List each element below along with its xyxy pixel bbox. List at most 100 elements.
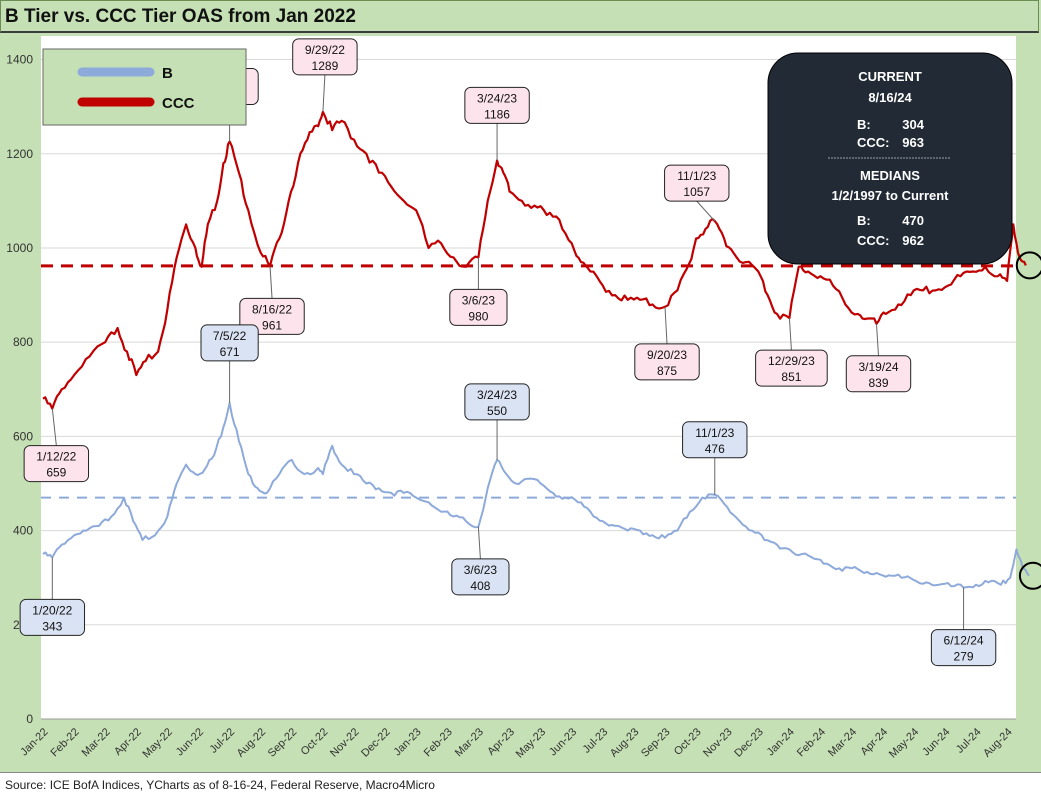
callout-value: 343 bbox=[42, 619, 62, 633]
info-ccc-median-label: CCC: bbox=[857, 233, 890, 248]
legend-box bbox=[42, 48, 247, 126]
info-box: CURRENT 8/16/24 B: 304 CCC: 963 MEDIANS 1/2/199… bbox=[767, 52, 1013, 265]
legend-label-b: B bbox=[162, 65, 173, 82]
x-tick-label: Jul-24 bbox=[954, 726, 984, 756]
x-tick-label: Jun-23 bbox=[547, 726, 579, 758]
callout-date: 11/1/23 bbox=[695, 426, 734, 440]
series-line-b bbox=[42, 401, 1030, 589]
callout-leader bbox=[788, 318, 792, 351]
source-bar: Source: ICE BofA Indices, YCharts as of … bbox=[0, 772, 1041, 801]
callout-value: 851 bbox=[781, 370, 801, 384]
x-tick-label: Jan-22 bbox=[18, 726, 50, 758]
x-tick-label: Nov-22 bbox=[328, 726, 362, 760]
callout-date: 9/29/22 bbox=[305, 43, 345, 57]
y-tick-label: 600 bbox=[13, 429, 33, 443]
callout-box bbox=[930, 629, 997, 667]
info-ccc-label: CCC: bbox=[857, 135, 890, 150]
current-marker-ccc bbox=[1015, 251, 1041, 280]
x-tick-label: Jun-24 bbox=[920, 726, 952, 758]
x-tick-label: Mar-24 bbox=[826, 726, 859, 759]
x-tick-label: May-23 bbox=[514, 726, 548, 760]
callout-value: 659 bbox=[46, 466, 66, 480]
x-tick-label: Oct-23 bbox=[672, 726, 704, 758]
callout-date: 11/1/23 bbox=[677, 169, 716, 183]
current-marker-b bbox=[1018, 561, 1041, 590]
callout-date: 9/20/23 bbox=[647, 348, 687, 362]
callout-value: 408 bbox=[470, 579, 490, 593]
callout-ccc: 3/19/24 839 bbox=[845, 355, 912, 393]
callout-ccc: 9/20/23 875 bbox=[634, 343, 700, 381]
chart-title: B Tier vs. CCC Tier OAS from Jan 2022 bbox=[5, 6, 356, 27]
callout-box bbox=[464, 86, 530, 124]
info-b-median-label: B: bbox=[857, 213, 871, 228]
callout-box bbox=[664, 164, 730, 202]
callout-box bbox=[464, 383, 530, 421]
callout-ccc: 11/1/23 1057 bbox=[664, 164, 730, 202]
callout-date: 12/29/23 bbox=[768, 354, 815, 368]
callout-b: 1/20/22 343 bbox=[19, 598, 86, 636]
x-tick-label: Dec-23 bbox=[732, 726, 766, 760]
info-b-current: 304 bbox=[902, 117, 924, 132]
callout-date: 3/19/24 bbox=[858, 360, 898, 374]
callout-box bbox=[292, 38, 358, 76]
callout-value: 1289 bbox=[312, 59, 339, 73]
info-current-date: 8/16/24 bbox=[868, 90, 912, 105]
x-tick-label: Nov-23 bbox=[701, 726, 735, 760]
callout-box bbox=[19, 598, 86, 636]
title-bar: B Tier vs. CCC Tier OAS from Jan 2022 bbox=[0, 0, 1039, 33]
legend-label-ccc: CCC bbox=[162, 95, 195, 112]
callout-ccc: 12/29/23 851 bbox=[755, 349, 828, 387]
legend: B CCC bbox=[42, 48, 247, 126]
y-tick-label: 1200 bbox=[6, 147, 33, 161]
callout-value: 279 bbox=[954, 650, 974, 664]
x-tick-label: Apr-23 bbox=[485, 726, 517, 758]
x-tick-label: Dec-22 bbox=[359, 726, 393, 760]
callout-ccc: 8/16/22 961 bbox=[239, 297, 305, 335]
callout-leader bbox=[477, 526, 481, 559]
info-ccc-current: 963 bbox=[902, 135, 924, 150]
x-tick-label: Jun-22 bbox=[174, 726, 206, 758]
callout-b: 3/6/23 408 bbox=[451, 558, 510, 596]
callout-leader bbox=[269, 266, 273, 299]
callout-date: 3/24/23 bbox=[477, 91, 517, 105]
callout-box bbox=[682, 421, 748, 459]
callout-date: 7/5/22 bbox=[213, 329, 247, 343]
callout-b: 3/24/23 550 bbox=[464, 383, 530, 421]
x-tick-label: Mar-22 bbox=[80, 726, 113, 759]
callout-b: 6/12/24 279 bbox=[930, 629, 997, 667]
info-ccc-median: 962 bbox=[902, 233, 924, 248]
callout-value: 1057 bbox=[683, 185, 710, 199]
callout-ccc: 3/6/23 980 bbox=[449, 288, 508, 326]
callout-box bbox=[755, 349, 828, 387]
callout-date: 1/20/22 bbox=[32, 603, 72, 617]
info-b-label: B: bbox=[857, 117, 871, 132]
x-tick-label: Mar-23 bbox=[453, 726, 486, 759]
x-tick-label: Sep-22 bbox=[266, 726, 300, 760]
x-tick-label: Oct-22 bbox=[299, 726, 331, 758]
callout-date: 3/24/23 bbox=[477, 388, 517, 402]
callout-box bbox=[449, 288, 508, 326]
callout-date: 8/16/22 bbox=[252, 302, 292, 316]
callout-date: 3/6/23 bbox=[462, 293, 496, 307]
callout-value: 961 bbox=[262, 318, 282, 332]
callout-leader bbox=[664, 306, 668, 344]
callout-leader bbox=[322, 74, 326, 112]
x-tick-label: Feb-22 bbox=[49, 726, 82, 759]
callout-leader bbox=[51, 408, 57, 446]
y-tick-label: 1400 bbox=[6, 53, 33, 67]
callout-box bbox=[200, 324, 259, 362]
y-tick-label: 1000 bbox=[6, 241, 33, 255]
info-b-median: 470 bbox=[902, 213, 924, 228]
x-tick-label: May-24 bbox=[887, 726, 921, 760]
callout-ccc: 3/24/23 1186 bbox=[464, 86, 530, 124]
callout-value: 980 bbox=[468, 309, 488, 323]
y-tick-label: 800 bbox=[13, 335, 33, 349]
x-tick-label: Jul-22 bbox=[207, 726, 237, 756]
y-tick-label: 400 bbox=[13, 524, 33, 538]
callout-date: 6/12/24 bbox=[944, 634, 984, 648]
x-tick-label: Jul-23 bbox=[581, 726, 611, 756]
series-line-ccc bbox=[42, 110, 1027, 410]
callout-b: 7/5/22 671 bbox=[200, 324, 259, 362]
x-tick-label: Aug-24 bbox=[981, 726, 1015, 760]
y-tick-label: 0 bbox=[26, 712, 33, 726]
